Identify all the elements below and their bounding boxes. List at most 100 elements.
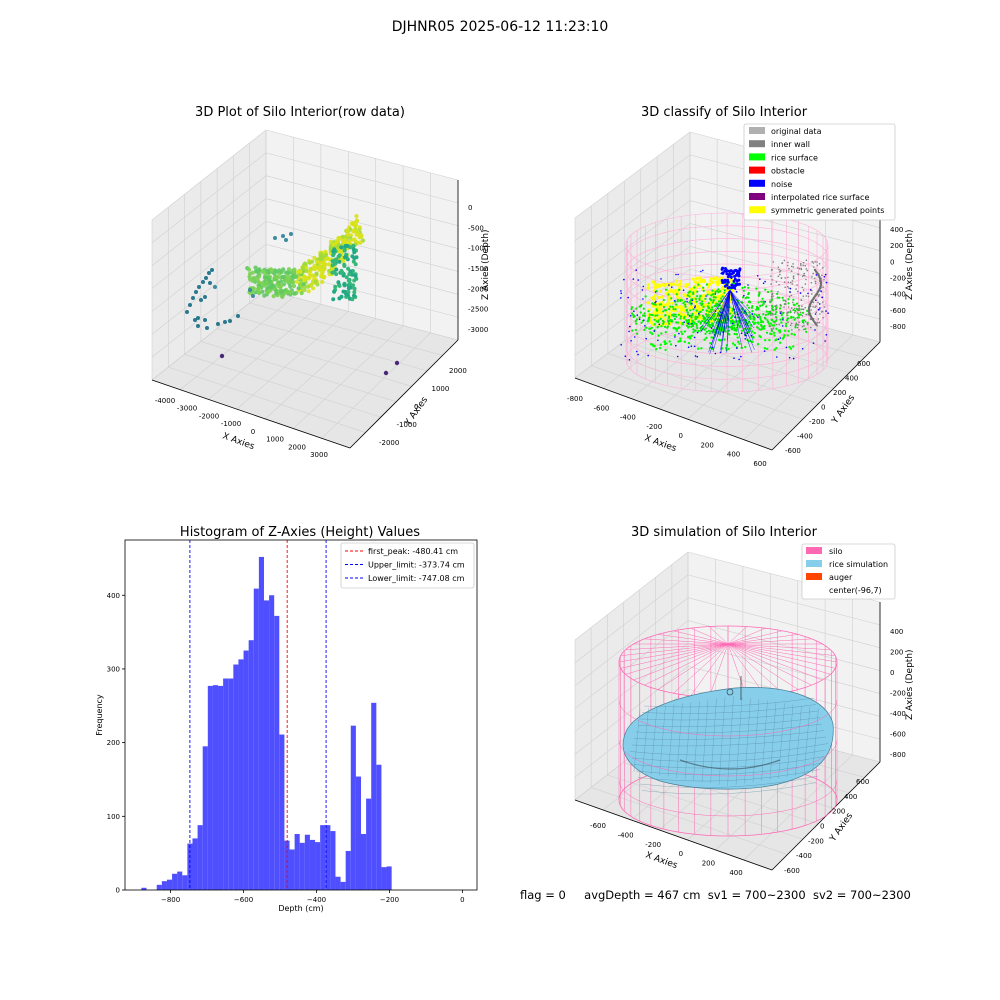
noise-point: [735, 291, 738, 293]
rice-surface-body: [622, 687, 834, 790]
rice-surface-point: [720, 347, 724, 350]
rice-surface-point: [768, 338, 771, 342]
raw-data-point: [210, 268, 214, 272]
rice-surface-point: [678, 326, 681, 329]
raw-data-point: [331, 242, 336, 247]
inner-wall-point: [790, 307, 793, 309]
inner-wall-point: [800, 299, 803, 302]
raw-data-point: [327, 269, 332, 274]
simulation-plot-z-ticks: 400 200 0 -200 -400 -600 -800: [890, 628, 906, 759]
inner-wall-point: [819, 313, 821, 315]
histogram-bar: [274, 615, 280, 890]
rice-surface-point: [740, 346, 743, 350]
rice-surface-point: [705, 330, 708, 333]
raw-data-point: [350, 297, 355, 302]
raw-data-point: [330, 270, 335, 275]
histogram-x-tick: 0: [460, 896, 464, 904]
rice-surface-point: [638, 305, 641, 308]
histogram-bar: [238, 659, 244, 890]
noise-point: [781, 325, 784, 327]
rice-surface-point: [724, 330, 727, 333]
inner-wall-point: [810, 309, 812, 311]
symmetric-point: [704, 303, 708, 307]
rice-surface-mesh-line: [803, 706, 811, 775]
symmetric-point: [706, 285, 711, 289]
raw-data-point: [315, 265, 320, 270]
inner-wall-point: [797, 273, 799, 276]
rice-surface-point: [766, 290, 770, 294]
raw-data-point: [336, 254, 341, 259]
silo-front-ring: [618, 779, 838, 817]
noise-point: [779, 312, 782, 315]
rice-surface-point: [712, 298, 715, 302]
rice-surface-point: [765, 310, 768, 313]
noise-ray: [710, 289, 731, 330]
inner-wall-point: [788, 311, 790, 313]
inner-wall-point: [818, 322, 820, 324]
symmetric-point: [691, 277, 695, 281]
noise-point: [630, 340, 632, 342]
rice-surface-point: [778, 296, 781, 299]
simulation-plot-y-ticks: -600 -400 -200 0 200 400 600: [784, 778, 869, 875]
noise-point: [799, 292, 802, 294]
symmetric-point: [673, 290, 677, 294]
symmetric-point: [698, 276, 702, 280]
histogram-bar: [325, 825, 331, 890]
raw-plot-y-ticks: -2000 -1000 0 1000 2000: [379, 367, 467, 447]
raw-data-point: [299, 291, 304, 296]
rice-surface-point: [697, 283, 700, 286]
noise-point: [720, 272, 722, 275]
raw-data-point: [337, 283, 342, 288]
rice-surface-point: [684, 303, 687, 306]
rice-surface-point: [731, 327, 734, 330]
symmetric-point: [664, 292, 668, 296]
rice-surface-point: [790, 332, 793, 336]
rice-surface-point: [634, 328, 637, 332]
noise-point: [678, 332, 680, 335]
inner-wall-point: [771, 329, 773, 331]
raw-data-point: [281, 234, 285, 238]
rice-surface-point: [710, 322, 714, 325]
rice-surface-point: [673, 326, 676, 330]
raw-data-point: [290, 279, 295, 285]
raw-data-point: [359, 233, 364, 238]
raw-data-point: [354, 214, 359, 219]
rice-surface-point: [659, 317, 662, 320]
raw-plot-zlabel: Z Axies (Depth): [481, 229, 491, 300]
simulation-legend-label: auger: [829, 573, 853, 582]
raw-data-point: [317, 260, 322, 265]
raw-data-point: [219, 353, 225, 359]
rice-surface-point: [675, 327, 679, 330]
symmetric-point: [718, 277, 722, 281]
flag-text: flag = 0: [520, 888, 566, 902]
histogram-bar: [192, 838, 198, 890]
noise-point: [782, 318, 784, 321]
classify-legend-label: interpolated rice surface: [771, 193, 869, 202]
rice-surface-point: [647, 317, 650, 320]
rice-surface-point: [747, 293, 750, 296]
rice-surface-point: [753, 313, 756, 316]
raw-z-tick: -1500: [468, 265, 488, 273]
rice-surface-point: [643, 328, 646, 331]
noise-point: [714, 293, 717, 295]
inner-wall-point: [814, 277, 816, 280]
histogram-bar: [258, 556, 264, 890]
rice-surface-point: [635, 318, 639, 321]
rice-surface-point: [705, 309, 708, 312]
raw-data-point: [205, 326, 209, 330]
rice-surface-mesh-line: [693, 700, 700, 781]
silo-roof-strut: [673, 630, 729, 645]
classify-legend-label: original data: [771, 127, 822, 136]
noise-ray: [726, 289, 731, 353]
rice-surface-point: [656, 326, 659, 329]
raw-x-tick: 3000: [310, 451, 328, 459]
noise-point: [730, 286, 734, 290]
rice-surface-point: [640, 321, 643, 324]
rice-surface-point: [742, 311, 745, 314]
rice-surface-point: [730, 316, 733, 320]
noise-point: [636, 314, 639, 316]
raw-data-point: [331, 253, 336, 258]
rice-surface-point: [723, 338, 726, 341]
rice-surface-point: [662, 320, 665, 324]
rice-surface-point: [775, 319, 778, 322]
